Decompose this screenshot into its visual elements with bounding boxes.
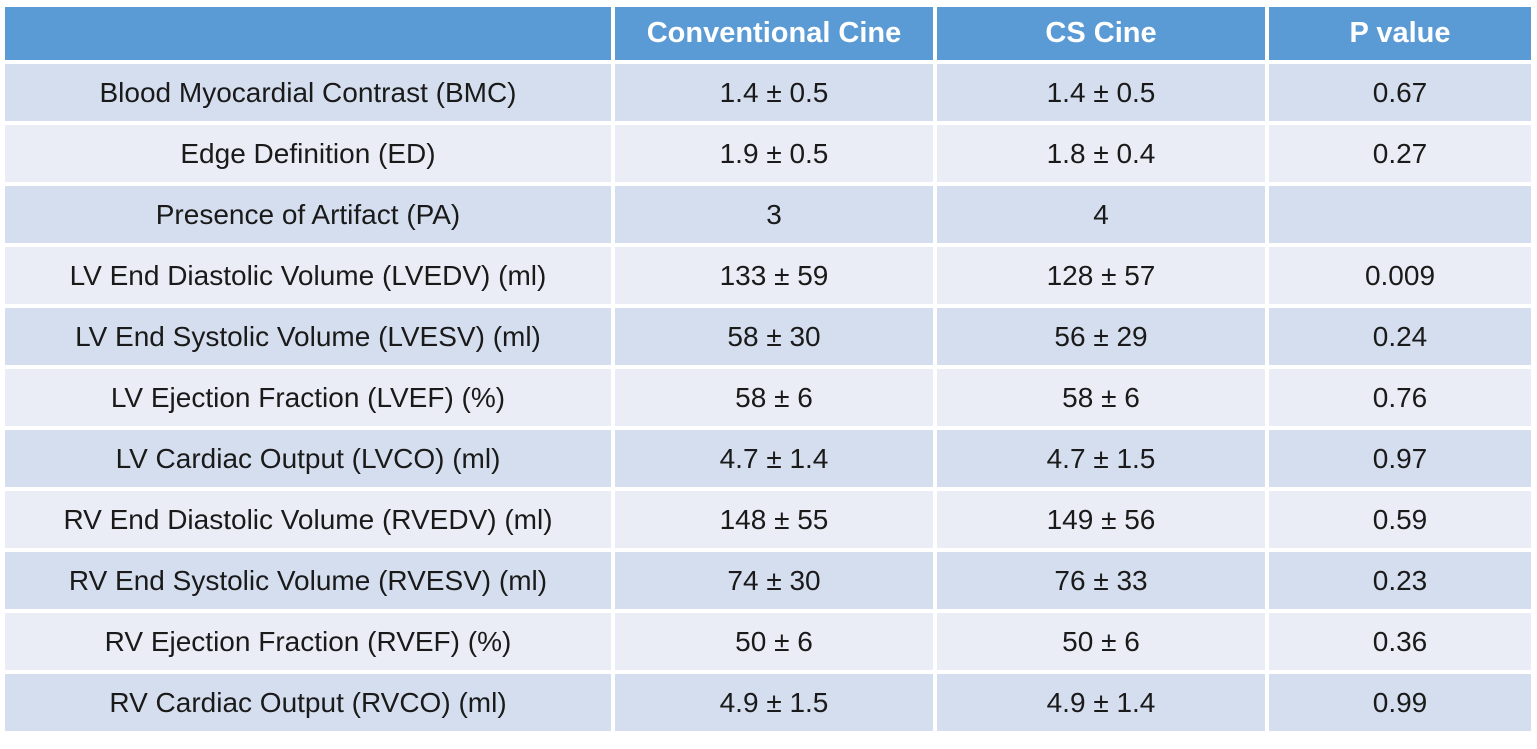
row-label-cell: LV Cardiac Output (LVCO) (ml)	[5, 430, 611, 487]
row-label-cell: Presence of Artifact (PA)	[5, 186, 611, 243]
table-row: RV Cardiac Output (RVCO) (ml) 4.9 ± 1.5 …	[5, 674, 1531, 731]
row-label-cell: Edge Definition (ED)	[5, 125, 611, 182]
conventional-cine-value-cell: 133 ± 59	[615, 247, 933, 304]
cs-cine-value-cell: 4	[937, 186, 1265, 243]
table-row: RV Ejection Fraction (RVEF) (%) 50 ± 6 5…	[5, 613, 1531, 670]
row-label-cell: RV End Systolic Volume (RVESV) (ml)	[5, 552, 611, 609]
table-row: LV Cardiac Output (LVCO) (ml) 4.7 ± 1.4 …	[5, 430, 1531, 487]
row-label-cell: RV Cardiac Output (RVCO) (ml)	[5, 674, 611, 731]
p-value-cell: 0.97	[1269, 430, 1531, 487]
cs-cine-value-cell: 4.9 ± 1.4	[937, 674, 1265, 731]
cs-cine-value-cell: 76 ± 33	[937, 552, 1265, 609]
table-row: RV End Diastolic Volume (RVEDV) (ml) 148…	[5, 491, 1531, 548]
p-value-cell: 0.36	[1269, 613, 1531, 670]
table-row: RV End Systolic Volume (RVESV) (ml) 74 ±…	[5, 552, 1531, 609]
p-value-cell: 0.76	[1269, 369, 1531, 426]
conventional-cine-value-cell: 4.7 ± 1.4	[615, 430, 933, 487]
cs-cine-value-cell: 56 ± 29	[937, 308, 1265, 365]
conventional-cine-value-cell: 1.9 ± 0.5	[615, 125, 933, 182]
cs-cine-value-cell: 128 ± 57	[937, 247, 1265, 304]
cs-cine-value-cell: 50 ± 6	[937, 613, 1265, 670]
cs-cine-value-cell: 1.4 ± 0.5	[937, 64, 1265, 121]
p-value-cell: 0.009	[1269, 247, 1531, 304]
p-value-cell: 0.59	[1269, 491, 1531, 548]
conventional-cine-value-cell: 3	[615, 186, 933, 243]
comparison-table: Conventional Cine CS Cine P value Blood …	[5, 7, 1531, 731]
p-value-cell: 0.27	[1269, 125, 1531, 182]
header-cell-conventional-cine: Conventional Cine	[615, 7, 933, 60]
p-value-cell: 0.67	[1269, 64, 1531, 121]
cs-cine-value-cell: 4.7 ± 1.5	[937, 430, 1265, 487]
conventional-cine-value-cell: 148 ± 55	[615, 491, 933, 548]
p-value-cell	[1269, 186, 1531, 243]
p-value-cell: 0.99	[1269, 674, 1531, 731]
conventional-cine-value-cell: 4.9 ± 1.5	[615, 674, 933, 731]
table-row: Presence of Artifact (PA) 3 4	[5, 186, 1531, 243]
table-row: LV End Systolic Volume (LVESV) (ml) 58 ±…	[5, 308, 1531, 365]
conventional-cine-value-cell: 50 ± 6	[615, 613, 933, 670]
row-label-cell: LV End Diastolic Volume (LVEDV) (ml)	[5, 247, 611, 304]
conventional-cine-value-cell: 1.4 ± 0.5	[615, 64, 933, 121]
cs-cine-value-cell: 1.8 ± 0.4	[937, 125, 1265, 182]
row-label-cell: Blood Myocardial Contrast (BMC)	[5, 64, 611, 121]
cs-cine-value-cell: 149 ± 56	[937, 491, 1265, 548]
conventional-cine-value-cell: 58 ± 30	[615, 308, 933, 365]
row-label-cell: RV Ejection Fraction (RVEF) (%)	[5, 613, 611, 670]
row-label-cell: LV End Systolic Volume (LVESV) (ml)	[5, 308, 611, 365]
cs-cine-value-cell: 58 ± 6	[937, 369, 1265, 426]
header-cell-empty	[5, 7, 611, 60]
row-label-cell: RV End Diastolic Volume (RVEDV) (ml)	[5, 491, 611, 548]
table-row: LV End Diastolic Volume (LVEDV) (ml) 133…	[5, 247, 1531, 304]
p-value-cell: 0.24	[1269, 308, 1531, 365]
row-label-cell: LV Ejection Fraction (LVEF) (%)	[5, 369, 611, 426]
table-row: Edge Definition (ED) 1.9 ± 0.5 1.8 ± 0.4…	[5, 125, 1531, 182]
conventional-cine-value-cell: 74 ± 30	[615, 552, 933, 609]
table-row: Blood Myocardial Contrast (BMC) 1.4 ± 0.…	[5, 64, 1531, 121]
table-header-row: Conventional Cine CS Cine P value	[5, 7, 1531, 60]
header-cell-p-value: P value	[1269, 7, 1531, 60]
p-value-cell: 0.23	[1269, 552, 1531, 609]
header-cell-cs-cine: CS Cine	[937, 7, 1265, 60]
table-row: LV Ejection Fraction (LVEF) (%) 58 ± 6 5…	[5, 369, 1531, 426]
conventional-cine-value-cell: 58 ± 6	[615, 369, 933, 426]
